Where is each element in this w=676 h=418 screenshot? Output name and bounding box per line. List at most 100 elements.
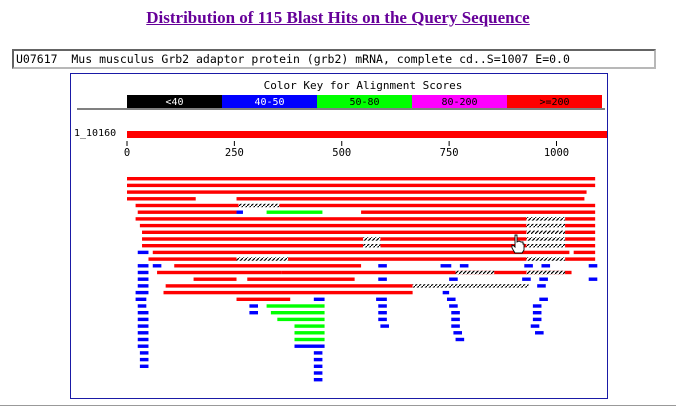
- hit-bar[interactable]: [137, 337, 149, 342]
- hit-bar[interactable]: [236, 297, 291, 301]
- hit-bar[interactable]: [135, 203, 239, 208]
- hit-bar[interactable]: [137, 277, 149, 281]
- hit-bar[interactable]: [378, 304, 387, 308]
- hit-bar[interactable]: [313, 357, 323, 362]
- hit-bar[interactable]: [363, 237, 381, 241]
- hit-bar[interactable]: [376, 297, 387, 301]
- hit-bar[interactable]: [378, 317, 387, 322]
- hit-bar[interactable]: [565, 230, 596, 234]
- hit-bar[interactable]: [236, 210, 243, 214]
- hit-bar[interactable]: [459, 264, 469, 268]
- hit-bar[interactable]: [277, 317, 325, 322]
- hit-bar[interactable]: [537, 284, 546, 288]
- hit-bar[interactable]: [137, 210, 237, 214]
- hit-bar[interactable]: [451, 324, 460, 328]
- hit-bar[interactable]: [363, 244, 381, 248]
- hit-bar[interactable]: [361, 210, 596, 214]
- hit-bar[interactable]: [446, 297, 456, 301]
- hit-bar[interactable]: [541, 264, 551, 268]
- hit-bar[interactable]: [165, 284, 413, 288]
- hit-bar[interactable]: [137, 311, 149, 315]
- hit-bar[interactable]: [313, 351, 323, 355]
- hit-bar[interactable]: [453, 331, 463, 335]
- hit-bar[interactable]: [380, 324, 389, 328]
- hit-bar[interactable]: [135, 217, 527, 221]
- hit-bar[interactable]: [152, 250, 570, 255]
- hit-bar[interactable]: [135, 297, 147, 301]
- hit-bar[interactable]: [294, 324, 325, 328]
- hit-bar[interactable]: [139, 364, 149, 368]
- hit-bar[interactable]: [157, 270, 282, 275]
- hit-bar[interactable]: [455, 270, 495, 275]
- hit-bar[interactable]: [294, 344, 325, 348]
- hit-bar[interactable]: [174, 264, 362, 268]
- hit-bar[interactable]: [565, 257, 596, 261]
- hit-bar[interactable]: [565, 223, 596, 228]
- hit-bar[interactable]: [279, 203, 596, 208]
- hit-bar[interactable]: [588, 264, 598, 268]
- hit-bar[interactable]: [526, 230, 566, 234]
- hit-bar[interactable]: [526, 244, 566, 248]
- hit-bar[interactable]: [247, 277, 355, 281]
- hit-bar[interactable]: [148, 257, 237, 261]
- hit-bar[interactable]: [573, 250, 596, 255]
- hit-bar[interactable]: [588, 277, 598, 281]
- hit-bar[interactable]: [288, 257, 527, 261]
- hit-bar[interactable]: [193, 277, 237, 281]
- hit-bar[interactable]: [142, 230, 527, 234]
- hit-bar[interactable]: [451, 317, 460, 322]
- hit-bar[interactable]: [137, 270, 149, 275]
- hit-bar[interactable]: [142, 244, 364, 248]
- hit-bar[interactable]: [378, 264, 387, 268]
- hit-bar[interactable]: [565, 244, 596, 248]
- hit-bar[interactable]: [137, 331, 149, 335]
- hit-bar[interactable]: [137, 264, 149, 268]
- hit-bar[interactable]: [539, 277, 548, 281]
- hit-bar[interactable]: [137, 344, 149, 348]
- hit-bar[interactable]: [455, 337, 465, 342]
- hit-bar[interactable]: [294, 331, 325, 335]
- hit-bar[interactable]: [236, 257, 289, 261]
- hit-bar[interactable]: [238, 203, 280, 208]
- hit-bar[interactable]: [526, 217, 566, 221]
- hit-bar[interactable]: [152, 264, 162, 268]
- hit-bar[interactable]: [266, 210, 323, 214]
- hit-bar[interactable]: [127, 177, 596, 181]
- hit-bar[interactable]: [127, 197, 196, 201]
- hit-bar[interactable]: [522, 277, 531, 281]
- hit-bar[interactable]: [532, 304, 542, 308]
- hit-bar[interactable]: [535, 331, 544, 335]
- hit-bar[interactable]: [532, 317, 542, 322]
- hit-bar[interactable]: [313, 378, 323, 382]
- hit-bar[interactable]: [137, 324, 149, 328]
- hit-bar[interactable]: [313, 371, 323, 375]
- hit-bar[interactable]: [249, 311, 258, 315]
- hit-bar[interactable]: [313, 297, 325, 301]
- hit-bar[interactable]: [270, 311, 325, 315]
- hit-bar[interactable]: [449, 304, 458, 308]
- hit-bar[interactable]: [380, 244, 527, 248]
- hit-bar[interactable]: [142, 237, 364, 241]
- hit-bar[interactable]: [313, 364, 323, 368]
- hit-description-field[interactable]: U07617 Mus musculus Grb2 adaptor protein…: [12, 49, 656, 69]
- hit-bar[interactable]: [449, 277, 458, 281]
- hit-bar[interactable]: [524, 264, 533, 268]
- hit-bar[interactable]: [565, 237, 596, 241]
- hit-bar[interactable]: [137, 284, 149, 288]
- hits-area[interactable]: [127, 177, 598, 382]
- hit-bar[interactable]: [378, 311, 387, 315]
- hit-bar[interactable]: [526, 223, 566, 228]
- hit-bar[interactable]: [526, 270, 566, 275]
- hit-bar[interactable]: [281, 270, 572, 275]
- hit-bar[interactable]: [442, 290, 450, 295]
- hit-bar[interactable]: [137, 250, 149, 255]
- hit-bar[interactable]: [139, 351, 149, 355]
- hit-bar[interactable]: [139, 357, 149, 362]
- hit-bar[interactable]: [236, 197, 585, 201]
- hit-bar[interactable]: [526, 257, 566, 261]
- hit-bar[interactable]: [127, 190, 587, 194]
- hit-bar[interactable]: [137, 317, 149, 322]
- hit-bar[interactable]: [249, 304, 258, 308]
- hit-bar[interactable]: [526, 237, 566, 241]
- hit-bar[interactable]: [451, 311, 460, 315]
